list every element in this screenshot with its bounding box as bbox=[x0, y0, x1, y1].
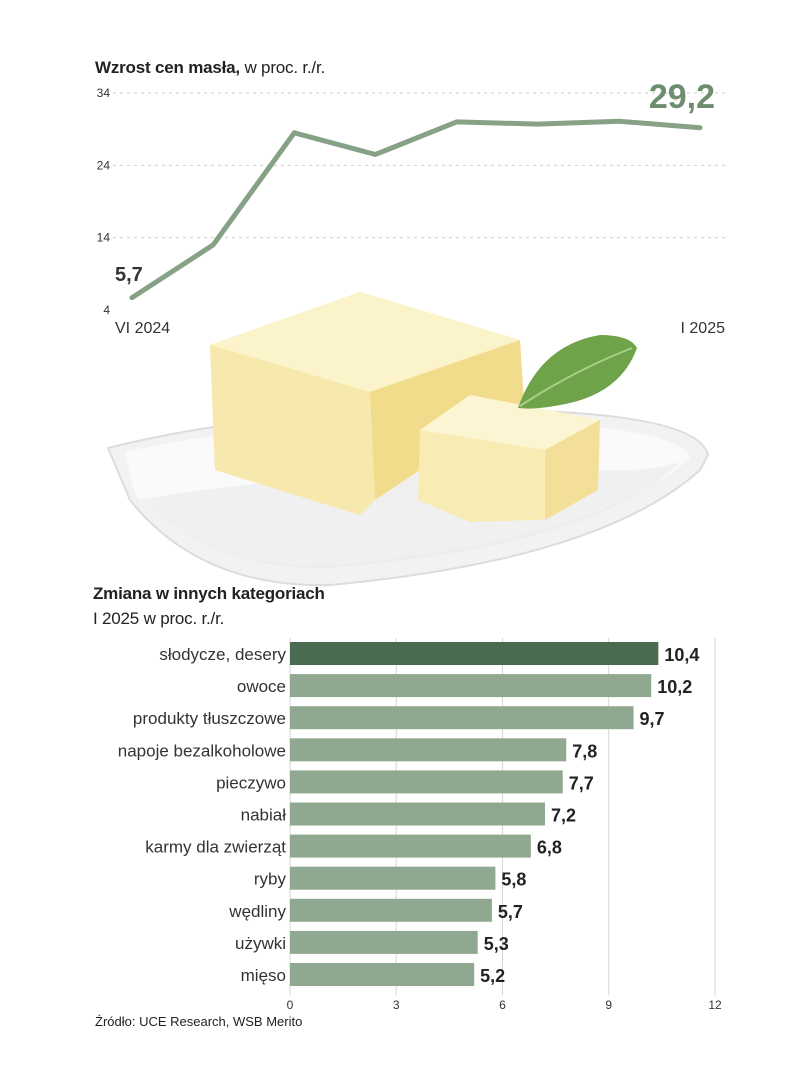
bar bbox=[290, 738, 567, 762]
bar-chart-title: Zmiana w innych kategoriach bbox=[93, 584, 325, 603]
value-label: 5,7 bbox=[498, 902, 523, 922]
category-label: wędliny bbox=[228, 902, 286, 921]
x-tick-label-end: I 2025 bbox=[681, 320, 726, 337]
bar bbox=[290, 802, 545, 826]
value-label: 10,4 bbox=[664, 645, 699, 665]
value-label: 5,2 bbox=[480, 966, 505, 986]
x-tick-label: 12 bbox=[708, 998, 722, 1012]
source-note: Źródło: UCE Research, WSB Merito bbox=[95, 1014, 303, 1029]
value-label: 9,7 bbox=[640, 709, 665, 729]
category-label: nabiał bbox=[241, 806, 287, 825]
bar-chart-subtitle: I 2025 w proc. r./r. bbox=[93, 609, 225, 628]
category-label: używki bbox=[235, 934, 286, 953]
category-label: ryby bbox=[254, 870, 287, 889]
value-label: 10,2 bbox=[657, 677, 692, 697]
x-tick-label: 6 bbox=[499, 998, 506, 1012]
category-label: mięso bbox=[241, 966, 286, 985]
bar bbox=[290, 834, 531, 858]
category-label: pieczywo bbox=[216, 773, 286, 792]
value-label: 6,8 bbox=[537, 838, 562, 858]
x-tick-label: 0 bbox=[287, 998, 294, 1012]
bar bbox=[290, 963, 475, 986]
bar bbox=[290, 898, 492, 922]
bar-x-ticks: 0 3 6 9 12 bbox=[287, 998, 722, 1012]
category-label: napoje bezalkoholowe bbox=[118, 741, 286, 760]
y-tick-label: 4 bbox=[103, 303, 110, 317]
value-label: 7,7 bbox=[569, 773, 594, 793]
value-label: 5,8 bbox=[501, 870, 526, 890]
x-tick-label-start: VI 2024 bbox=[115, 320, 170, 337]
value-label: 5,3 bbox=[484, 934, 509, 954]
line-chart-title: Wzrost cen masła, w proc. r./r. bbox=[95, 58, 325, 77]
category-label: słodycze, desery bbox=[159, 645, 286, 664]
end-value-label: 29,2 bbox=[649, 78, 715, 116]
bar bbox=[290, 866, 496, 890]
bar bbox=[290, 642, 659, 665]
x-tick-label: 3 bbox=[393, 998, 400, 1012]
x-tick-label: 9 bbox=[605, 998, 612, 1012]
y-tick-label: 34 bbox=[97, 86, 111, 100]
y-tick-label: 24 bbox=[97, 158, 111, 172]
category-label: karmy dla zwierząt bbox=[145, 838, 286, 857]
start-value-label: 5,7 bbox=[115, 264, 143, 286]
value-label: 7,8 bbox=[572, 741, 597, 761]
y-tick-label: 14 bbox=[97, 231, 111, 245]
line-chart: 4 14 24 34 5,7 29,2 VI 2024 I 2025 bbox=[97, 78, 726, 337]
category-label: owoce bbox=[237, 677, 286, 696]
value-label: 7,2 bbox=[551, 806, 576, 826]
bar bbox=[290, 930, 478, 954]
bar bbox=[290, 770, 563, 794]
butter-price-line bbox=[129, 118, 703, 301]
category-label: produkty tłuszczowe bbox=[133, 709, 286, 728]
bar bbox=[290, 674, 652, 698]
line-y-ticks: 4 14 24 34 bbox=[97, 86, 111, 317]
bars-group: słodycze, desery 10,4 owoce 10,2 produkty tł… bbox=[118, 642, 699, 986]
bar bbox=[290, 706, 634, 730]
